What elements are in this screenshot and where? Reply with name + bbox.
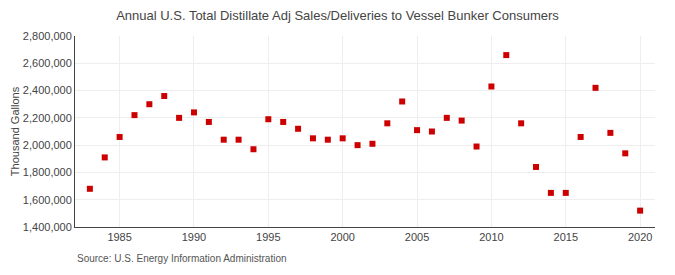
svg-text:Source: U.S. Energy Informatio: Source: U.S. Energy Information Administ… xyxy=(77,253,287,264)
svg-text:2005: 2005 xyxy=(405,231,429,243)
svg-text:2020: 2020 xyxy=(628,231,652,243)
svg-text:1995: 1995 xyxy=(256,231,280,243)
svg-text:2000: 2000 xyxy=(330,231,354,243)
svg-text:1,400,000: 1,400,000 xyxy=(23,221,72,233)
svg-text:Thousand Gallons: Thousand Gallons xyxy=(9,86,21,176)
svg-text:2,000,000: 2,000,000 xyxy=(23,139,72,151)
svg-text:2,800,000: 2,800,000 xyxy=(23,30,72,42)
svg-text:1,600,000: 1,600,000 xyxy=(23,194,72,206)
svg-text:Annual U.S. Total Distillate A: Annual U.S. Total Distillate Adj Sales/D… xyxy=(116,8,559,23)
svg-text:2,200,000: 2,200,000 xyxy=(23,112,72,124)
svg-text:1985: 1985 xyxy=(107,231,131,243)
svg-text:2,400,000: 2,400,000 xyxy=(23,84,72,96)
svg-text:1,800,000: 1,800,000 xyxy=(23,166,72,178)
svg-text:2010: 2010 xyxy=(479,231,503,243)
svg-text:2,600,000: 2,600,000 xyxy=(23,57,72,69)
svg-text:1990: 1990 xyxy=(182,231,206,243)
svg-text:2015: 2015 xyxy=(554,231,578,243)
